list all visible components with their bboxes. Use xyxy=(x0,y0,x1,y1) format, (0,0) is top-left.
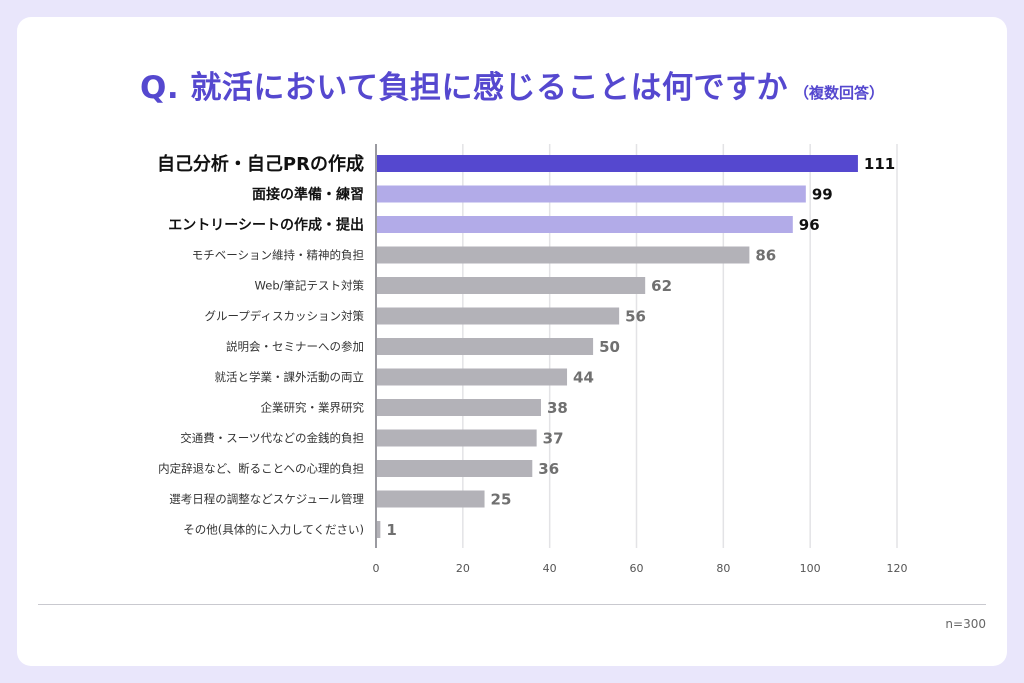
category-label: その他(具体的に入力してください) xyxy=(183,523,364,537)
bar xyxy=(376,155,858,172)
category-label: Web/筆記テスト対策 xyxy=(255,279,365,293)
category-label: 説明会・セミナーへの参加 xyxy=(226,340,364,354)
bar xyxy=(376,277,646,294)
divider-line xyxy=(38,604,986,605)
bar xyxy=(376,429,537,447)
value-label: 86 xyxy=(755,247,776,265)
x-tick-label: 80 xyxy=(716,562,730,575)
value-label: 50 xyxy=(599,338,620,356)
x-tick-label: 20 xyxy=(456,562,470,575)
bar xyxy=(376,216,793,233)
value-label: 111 xyxy=(864,155,895,173)
x-tick-label: 100 xyxy=(800,562,821,575)
bar xyxy=(376,490,485,508)
x-tick-label: 40 xyxy=(543,562,557,575)
question-text: Q. 就活において負担に感じることは何ですか xyxy=(139,70,788,106)
chart-title: Q. 就活において負担に感じることは何ですか （複数回答） xyxy=(0,62,1024,107)
bar xyxy=(376,246,750,264)
value-label: 44 xyxy=(573,369,594,387)
value-label: 37 xyxy=(543,430,564,448)
category-label: 就活と学業・課外活動の両立 xyxy=(215,370,365,384)
category-label: 企業研究・業界研究 xyxy=(261,401,365,415)
category-label: 交通費・スーツ代などの金銭的負担 xyxy=(180,431,364,445)
value-label: 62 xyxy=(651,277,672,295)
value-label: 1 xyxy=(386,521,396,539)
x-tick-label: 60 xyxy=(630,562,644,575)
x-tick-label: 120 xyxy=(887,562,908,575)
category-label: 面接の準備・練習 xyxy=(252,186,364,203)
bar xyxy=(376,185,806,203)
bar xyxy=(376,460,533,477)
value-label: 38 xyxy=(547,399,568,417)
bar xyxy=(376,521,381,538)
category-label: 自己分析・自己PRの作成 xyxy=(157,153,364,175)
x-tick-label: 0 xyxy=(373,562,380,575)
bar xyxy=(376,338,594,355)
sample-size-label: n=300 xyxy=(945,617,986,631)
value-label: 56 xyxy=(625,308,646,326)
category-label: 選考日程の調整などスケジュール管理 xyxy=(169,492,364,506)
category-label: 内定辞退など、断ることへの心理的負担 xyxy=(158,462,364,476)
value-label: 25 xyxy=(491,491,512,509)
bar xyxy=(376,399,541,416)
value-label: 99 xyxy=(812,186,833,204)
value-label: 96 xyxy=(799,216,820,234)
bar xyxy=(376,307,620,325)
value-label: 36 xyxy=(538,460,559,478)
category-label: エントリーシートの作成・提出 xyxy=(168,217,364,234)
category-label: モチベーション維持・精神的負担 xyxy=(192,248,364,262)
category-label: グループディスカッション対策 xyxy=(204,309,364,323)
multiple-answer-note: （複数回答） xyxy=(793,84,884,102)
bar xyxy=(376,368,568,386)
